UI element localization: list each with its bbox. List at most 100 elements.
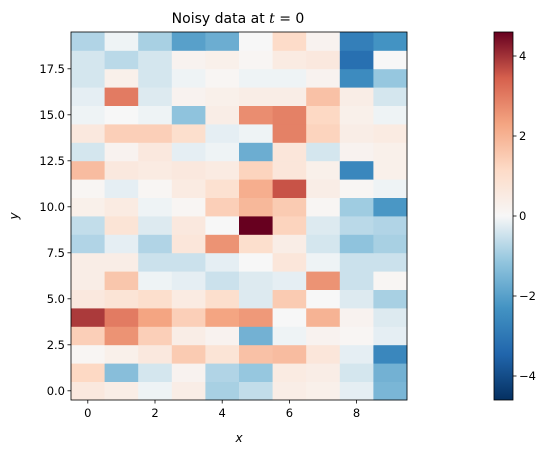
heatmap-cell — [272, 344, 307, 364]
x-tick-label: 6 — [286, 406, 293, 420]
heatmap-cell — [171, 87, 206, 106]
heatmap-cell — [205, 179, 240, 198]
heatmap-cell — [104, 234, 139, 254]
heatmap-cell — [104, 87, 139, 106]
heatmap-cell — [205, 326, 240, 346]
heatmap-cell — [373, 32, 408, 51]
heatmap-cell — [306, 50, 341, 70]
heatmap-cell — [171, 271, 206, 290]
heatmap-cell — [205, 197, 240, 217]
heatmap-cell — [239, 197, 273, 217]
heatmap-cell — [171, 234, 206, 254]
heatmap-cell — [171, 252, 206, 272]
heatmap-cell — [373, 234, 408, 254]
heatmap-cell — [306, 124, 341, 143]
heatmap-cell — [272, 363, 307, 382]
heatmap-cell — [272, 326, 307, 346]
heatmap-cell — [239, 252, 273, 272]
heatmap-cell — [373, 87, 408, 106]
heatmap-cell — [171, 68, 206, 88]
heatmap-cell — [272, 87, 307, 106]
heatmap-cell — [205, 87, 240, 106]
heatmap-cell — [205, 381, 240, 401]
heatmap-cell — [373, 252, 408, 272]
heatmap-cell — [104, 308, 139, 327]
heatmap-cell — [239, 326, 273, 346]
heatmap-cell — [373, 344, 408, 364]
heatmap-cell — [272, 271, 307, 290]
heatmap-cell — [205, 344, 240, 364]
heatmap-cell — [239, 124, 273, 143]
heatmap-cell — [71, 32, 105, 51]
heatmap-cell — [373, 216, 408, 235]
chart-title-math-var: t — [269, 11, 275, 27]
heatmap-cell — [138, 363, 173, 382]
heatmap-cell — [138, 234, 173, 254]
heatmap-cell — [239, 87, 273, 106]
heatmap-cell — [339, 234, 374, 254]
heatmap-cell — [171, 308, 206, 327]
heatmap-cell — [239, 381, 273, 401]
heatmap-cell — [104, 363, 139, 382]
heatmap-cell — [306, 179, 341, 198]
heatmap-cell — [104, 344, 139, 364]
heatmap-cell — [171, 326, 206, 346]
heatmap-cell — [239, 216, 273, 235]
heatmap-cell — [239, 160, 273, 180]
heatmap-cell — [306, 68, 341, 88]
heatmap-cell — [205, 308, 240, 327]
heatmap-cell — [71, 179, 105, 198]
heatmap-cell — [339, 32, 374, 51]
heatmap-cell — [373, 142, 408, 162]
heatmap-cell — [171, 344, 206, 364]
heatmap-cell — [239, 179, 273, 198]
heatmap-cell — [339, 344, 374, 364]
y-tick-label: 12.5 — [39, 154, 65, 168]
heatmap-cell — [138, 308, 173, 327]
heatmap-cell — [339, 252, 374, 272]
heatmap-cell — [205, 68, 240, 88]
heatmap-cell — [239, 344, 273, 364]
colorbar-tick-label: 0 — [519, 209, 526, 223]
heatmap-cell — [71, 289, 105, 309]
heatmap-cell — [239, 50, 273, 70]
heatmap-cell — [272, 381, 307, 401]
heatmap-cell — [71, 142, 105, 162]
heatmap-cell — [272, 160, 307, 180]
heatmap-cell — [171, 105, 206, 125]
heatmap-cell — [205, 105, 240, 125]
colorbar-tick-label: 2 — [519, 129, 526, 143]
heatmap-cell — [339, 363, 374, 382]
heatmap-cell — [205, 32, 240, 51]
heatmap-cell — [171, 50, 206, 70]
heatmap-cell — [171, 289, 206, 309]
heatmap-cell — [171, 381, 206, 401]
heatmap-cell — [306, 197, 341, 217]
heatmap-cell — [272, 252, 307, 272]
heatmap-cell — [373, 105, 408, 125]
heatmap-cell — [272, 105, 307, 125]
heatmap-cell — [306, 87, 341, 106]
heatmap-cell — [104, 68, 139, 88]
heatmap-cell — [373, 363, 408, 382]
heatmap-cell — [71, 344, 105, 364]
x-axis-ticks: 0 2 4 6 8 — [84, 400, 360, 420]
heatmap-cell — [71, 160, 105, 180]
heatmap-cell — [272, 197, 307, 217]
heatmap-cell — [205, 234, 240, 254]
heatmap-cell — [373, 326, 408, 346]
y-axis-label: y — [7, 212, 21, 221]
heatmap-cell — [205, 124, 240, 143]
heatmap-cell — [272, 179, 307, 198]
heatmap-cell — [104, 326, 139, 346]
heatmap-cell — [205, 252, 240, 272]
heatmap-cell — [306, 252, 341, 272]
heatmap-cell — [71, 216, 105, 235]
heatmap-cell — [239, 271, 273, 290]
heatmap-cell — [306, 308, 341, 327]
heatmap-cell — [71, 68, 105, 88]
heatmap-cell — [272, 216, 307, 235]
heatmap-cell — [138, 271, 173, 290]
y-tick-label: 0.0 — [47, 384, 65, 398]
